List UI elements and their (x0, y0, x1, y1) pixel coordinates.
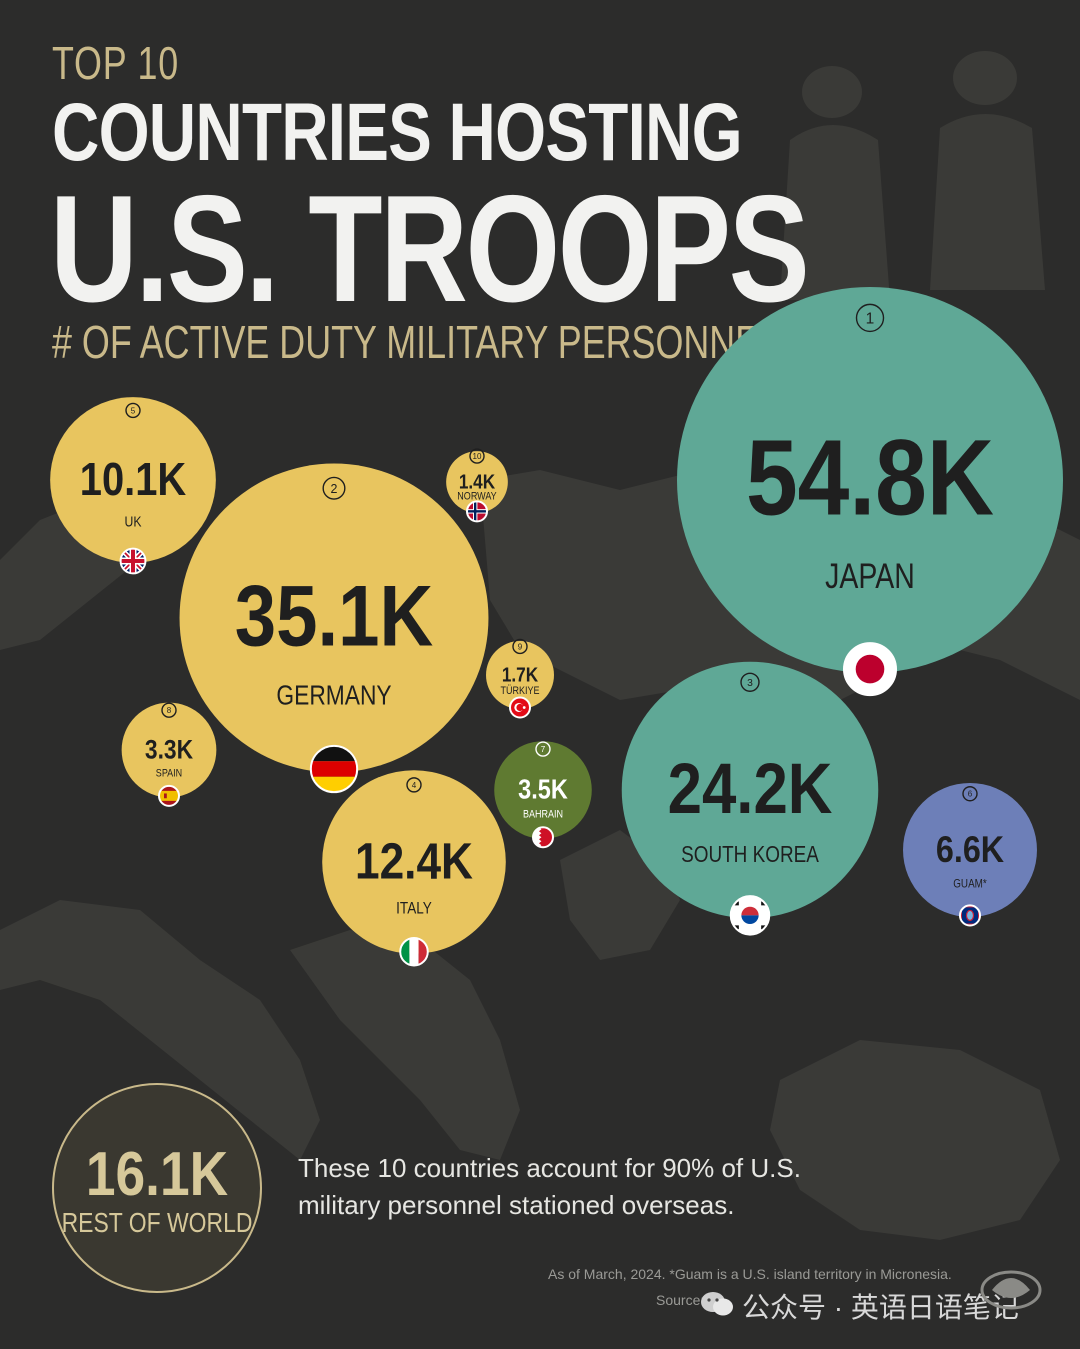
rank-number: 4 (412, 781, 417, 790)
wechat-icon (701, 1292, 733, 1316)
bubble-guam: 6 6.6K GUAM* (903, 783, 1037, 927)
bubble-circle (121, 702, 217, 798)
country-label: NORWAY (457, 491, 497, 503)
value-label: 3.3K (145, 736, 193, 765)
rank-number: 5 (131, 406, 136, 415)
rank-badge (740, 672, 760, 692)
rank-badge (469, 448, 485, 464)
turkey-flag (510, 697, 530, 718)
rank-badge (161, 702, 177, 718)
rank-number: 7 (541, 745, 546, 754)
spain-flag (159, 785, 179, 806)
summary-note: These 10 countries account for 90% of U.… (298, 1153, 801, 1220)
rank-badge (962, 786, 978, 802)
rank-number: 10 (473, 452, 482, 461)
bubble-circle (50, 397, 216, 563)
chart-title-line-1: COUNTRIES HOSTING (52, 87, 743, 178)
country-label: SOUTH KOREA (681, 842, 820, 867)
bubble-circle (52, 1083, 262, 1293)
rank-badge (322, 476, 346, 500)
rank-badge (512, 638, 528, 655)
country-label: GUAM* (953, 878, 987, 891)
rank-number: 8 (167, 706, 172, 715)
rank-badge (535, 741, 551, 757)
country-label: JAPAN (825, 556, 915, 595)
rank-badge (125, 402, 141, 419)
country-label: TÜRKIYE (500, 684, 539, 697)
country-label: GERMANY (276, 680, 391, 711)
publisher-logo-icon (980, 1270, 1042, 1310)
rank-badge (406, 777, 422, 793)
value-label: 24.2K (668, 749, 833, 829)
footnote: As of March, 2024. *Guam is a U.S. islan… (548, 1266, 952, 1282)
title-kicker: TOP 10 (52, 37, 180, 89)
rank-badge (855, 303, 885, 333)
value-label: 1.7K (502, 663, 539, 686)
country-label: ITALY (396, 899, 432, 918)
watermark-text: 公众号 · 英语日语笔记 (742, 1292, 1019, 1323)
bubble-circle (621, 661, 879, 919)
value-label: 12.4K (355, 833, 473, 890)
bubble-circle (494, 741, 592, 839)
bubble-circle (179, 463, 489, 773)
bubble-spain: 8 3.3K SPAIN (121, 702, 217, 807)
bubble-circle (322, 770, 506, 954)
bubble-circle (446, 451, 508, 513)
bubble-bahrain: 7 3.5K BAHRAIN (494, 741, 592, 849)
bubble-circle (677, 287, 1063, 673)
value-label: 6.6K (936, 829, 1004, 871)
bubble-circle (903, 783, 1037, 917)
chart-title-line-2: U.S. TROOPS (50, 164, 810, 334)
source-label: Source: (656, 1292, 705, 1308)
bubble-germany: 2 35.1K GERMANY (179, 463, 489, 794)
country-label: BAHRAIN (523, 809, 563, 821)
value-label: 1.4K (459, 470, 496, 493)
rank-number: 1 (866, 311, 875, 328)
country-label: REST OF WORLD (62, 1208, 253, 1239)
rank-number: 6 (968, 790, 973, 799)
country-label: SPAIN (156, 768, 182, 780)
chart-subtitle: # OF ACTIVE DUTY MILITARY PERSONNEL (52, 316, 780, 368)
guam-flag (959, 905, 981, 926)
bubble-south-korea: 3 24.2K SOUTH KOREA (621, 661, 879, 936)
value-label: 54.8K (746, 418, 994, 538)
norway-flag (467, 501, 487, 522)
south-korea-flag (730, 896, 770, 935)
bubble-japan: 1 54.8K JAPAN (677, 287, 1063, 697)
rank-number: 9 (518, 642, 523, 651)
italy-flag (400, 937, 428, 966)
rank-number: 2 (331, 482, 338, 496)
value-label: 3.5K (518, 775, 568, 805)
rank-number: 3 (747, 678, 753, 689)
country-label: UK (125, 513, 142, 529)
value-label: 35.1K (235, 568, 433, 665)
value-label: 16.1K (86, 1140, 228, 1209)
bubble-italy: 4 12.4K ITALY (322, 770, 506, 967)
bubble-circle (486, 641, 554, 709)
value-label: 10.1K (80, 454, 186, 505)
bubble-uk: 5 10.1K UK (50, 397, 216, 575)
japan-flag (844, 643, 896, 696)
